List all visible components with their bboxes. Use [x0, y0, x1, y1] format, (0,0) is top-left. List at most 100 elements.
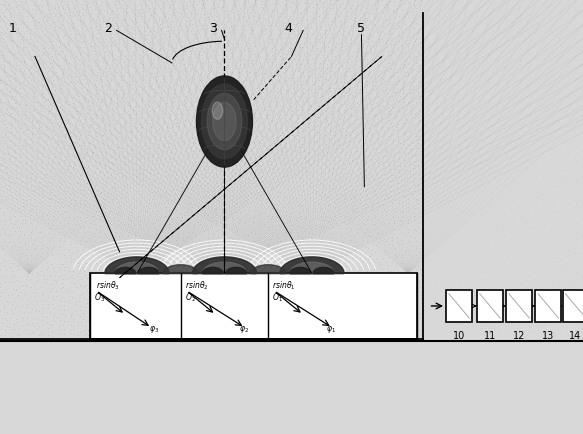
- Point: [33, 116, 43, 123]
- Point: [161, 110, 170, 117]
- Point: [406, 54, 415, 61]
- Point: [490, 279, 500, 286]
- Point: [195, 306, 204, 313]
- Point: [110, 31, 120, 38]
- Point: [106, 251, 115, 258]
- Point: [0, 18, 5, 25]
- Point: [374, 92, 383, 99]
- Point: [229, 74, 238, 81]
- Point: [531, 102, 540, 109]
- Point: [280, 77, 290, 84]
- Point: [172, 111, 181, 118]
- Point: [48, 251, 57, 258]
- Point: [339, 55, 348, 62]
- Point: [479, 300, 488, 307]
- Point: [197, 270, 206, 277]
- Point: [503, 76, 512, 83]
- Point: [59, 9, 69, 16]
- Point: [244, 56, 253, 63]
- Point: [15, 186, 24, 193]
- Point: [557, 104, 566, 111]
- Point: [194, 118, 203, 125]
- Point: [393, 214, 402, 221]
- Point: [185, 35, 195, 42]
- Point: [378, 118, 387, 125]
- Point: [64, 38, 73, 45]
- Point: [293, 30, 303, 37]
- Point: [56, 243, 65, 250]
- Point: [287, 290, 297, 297]
- Point: [96, 167, 105, 174]
- Point: [416, 34, 425, 41]
- Point: [0, 78, 9, 85]
- Point: [148, 23, 157, 30]
- Point: [171, 175, 180, 182]
- Point: [96, 250, 106, 257]
- Point: [124, 165, 134, 172]
- Point: [249, 92, 258, 99]
- Point: [68, 250, 77, 257]
- Text: $O_2$: $O_2$: [185, 291, 196, 304]
- Point: [368, 145, 378, 152]
- Point: [223, 187, 232, 194]
- Point: [111, 19, 120, 26]
- Point: [321, 287, 330, 294]
- Point: [494, 192, 503, 199]
- Point: [28, 327, 37, 334]
- Point: [539, 255, 549, 262]
- Point: [455, 184, 465, 191]
- Point: [476, 105, 485, 112]
- Point: [36, 330, 45, 337]
- Point: [51, 132, 60, 139]
- Point: [247, 51, 257, 58]
- Point: [329, 249, 338, 256]
- Point: [432, 134, 441, 141]
- Point: [161, 204, 170, 210]
- Point: [470, 175, 479, 182]
- Point: [37, 234, 47, 241]
- Point: [89, 327, 99, 334]
- Point: [215, 114, 224, 121]
- Point: [296, 213, 305, 220]
- Point: [140, 116, 149, 123]
- Point: [225, 158, 234, 164]
- Point: [134, 264, 143, 271]
- Point: [423, 79, 433, 86]
- Point: [477, 0, 487, 3]
- Point: [406, 18, 415, 25]
- Point: [461, 209, 470, 216]
- Point: [38, 279, 47, 286]
- Point: [0, 283, 4, 290]
- Point: [135, 43, 144, 50]
- Point: [169, 45, 178, 52]
- Point: [251, 9, 260, 16]
- Point: [251, 279, 261, 286]
- Point: [375, 181, 385, 188]
- Point: [66, 313, 75, 320]
- Point: [516, 30, 525, 36]
- Point: [120, 220, 129, 227]
- Point: [440, 20, 449, 27]
- Point: [26, 309, 36, 316]
- Point: [367, 78, 376, 85]
- Point: [377, 262, 386, 269]
- Point: [6, 263, 15, 270]
- Point: [346, 263, 355, 270]
- Point: [26, 174, 36, 181]
- Point: [484, 203, 493, 210]
- Point: [515, 45, 525, 52]
- Point: [289, 56, 298, 62]
- Point: [193, 326, 202, 333]
- Point: [562, 84, 571, 91]
- Point: [4, 1, 13, 8]
- Point: [245, 63, 254, 70]
- Point: [113, 94, 122, 101]
- Point: [141, 295, 150, 302]
- Point: [34, 199, 43, 206]
- Point: [39, 220, 48, 227]
- Point: [223, 287, 233, 294]
- Point: [92, 10, 101, 17]
- Point: [219, 158, 229, 164]
- Point: [99, 140, 108, 147]
- Point: [398, 240, 407, 247]
